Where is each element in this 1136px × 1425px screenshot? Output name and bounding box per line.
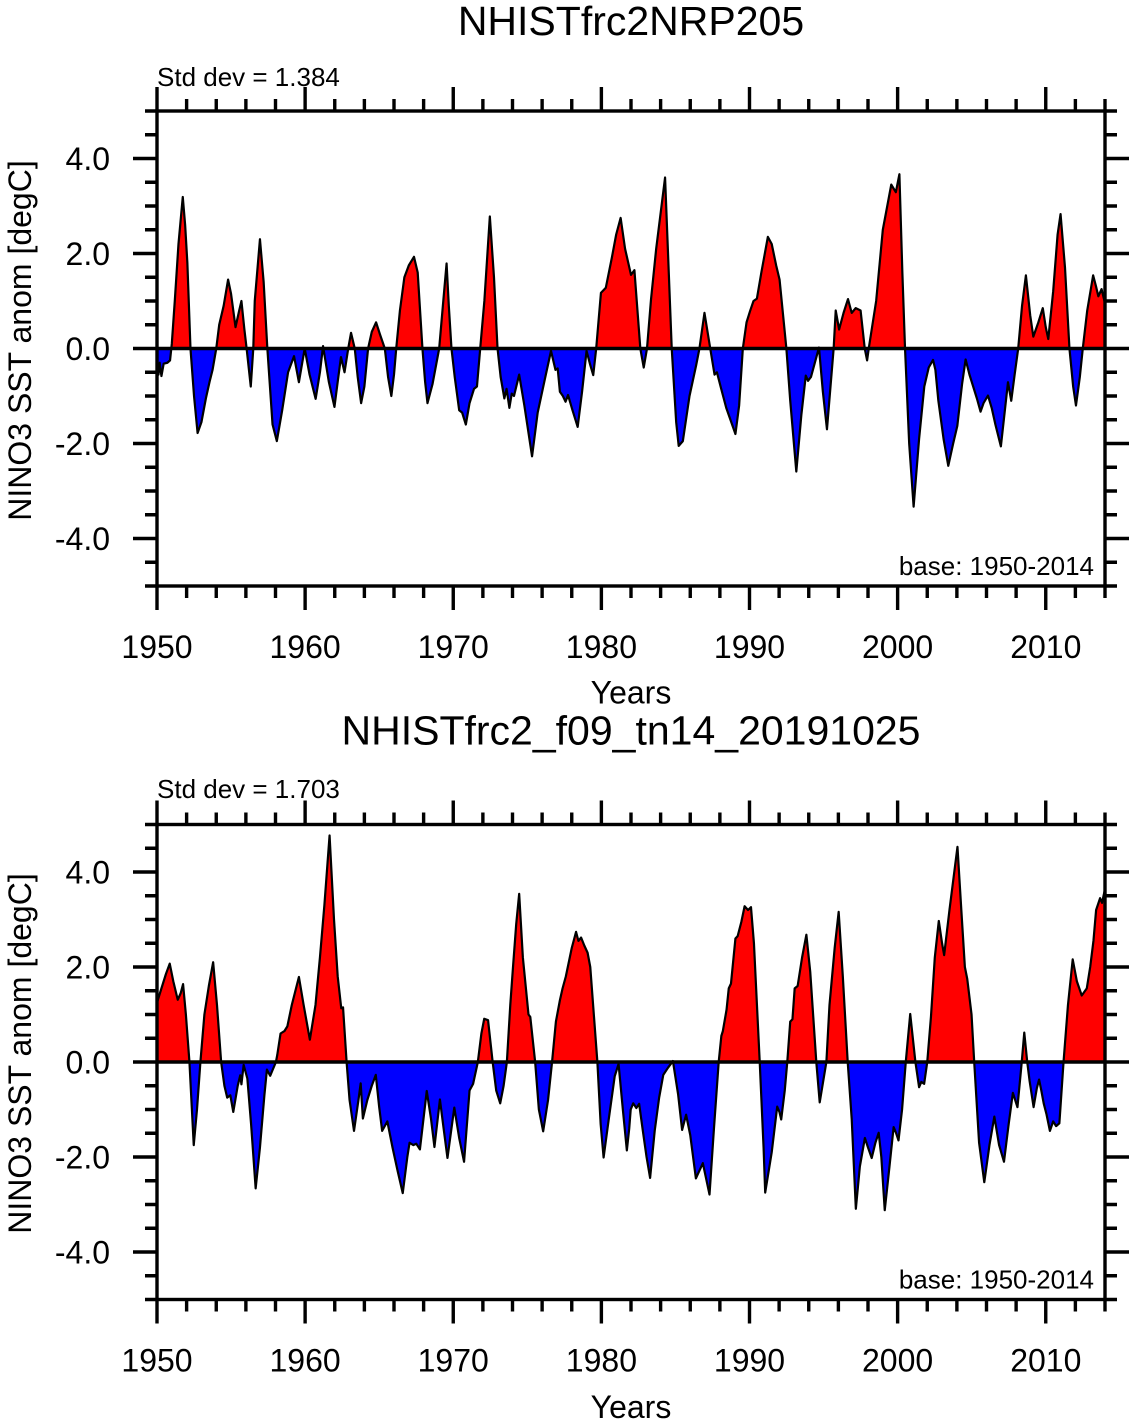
svg-text:-2.0: -2.0 (55, 1140, 110, 1176)
svg-text:4.0: 4.0 (66, 141, 110, 177)
svg-text:1970: 1970 (418, 629, 489, 665)
svg-text:2010: 2010 (1010, 1343, 1081, 1379)
svg-text:1950: 1950 (121, 1343, 192, 1379)
svg-text:Std dev = 1.703: Std dev = 1.703 (157, 774, 340, 804)
svg-text:2.0: 2.0 (66, 236, 110, 272)
svg-text:1960: 1960 (270, 1343, 341, 1379)
svg-text:4.0: 4.0 (66, 855, 110, 891)
svg-text:NINO3 SST anom [degC]: NINO3 SST anom [degC] (2, 873, 38, 1233)
svg-text:-4.0: -4.0 (55, 521, 110, 557)
svg-text:NHISTfrc2NRP205: NHISTfrc2NRP205 (458, 0, 804, 44)
svg-text:Years: Years (591, 1389, 672, 1425)
svg-text:0.0: 0.0 (66, 1045, 110, 1081)
svg-text:base: 1950-2014: base: 1950-2014 (899, 1265, 1094, 1295)
svg-text:base: 1950-2014: base: 1950-2014 (899, 551, 1094, 581)
svg-text:2000: 2000 (862, 629, 933, 665)
svg-text:2.0: 2.0 (66, 950, 110, 986)
svg-text:-4.0: -4.0 (55, 1235, 110, 1271)
svg-text:2000: 2000 (862, 1343, 933, 1379)
svg-text:NINO3 SST anom [degC]: NINO3 SST anom [degC] (2, 160, 38, 520)
svg-text:-2.0: -2.0 (55, 426, 110, 462)
svg-text:1960: 1960 (270, 629, 341, 665)
svg-text:2010: 2010 (1010, 629, 1081, 665)
svg-text:1980: 1980 (566, 629, 637, 665)
svg-text:Std dev = 1.384: Std dev = 1.384 (157, 62, 340, 92)
svg-text:Years: Years (591, 675, 672, 711)
svg-text:0.0: 0.0 (66, 331, 110, 367)
svg-text:1990: 1990 (714, 1343, 785, 1379)
svg-text:1950: 1950 (121, 629, 192, 665)
svg-text:1990: 1990 (714, 629, 785, 665)
svg-text:NHISTfrc2_f09_tn14_20191025: NHISTfrc2_f09_tn14_20191025 (342, 708, 921, 754)
svg-text:1970: 1970 (418, 1343, 489, 1379)
svg-text:1980: 1980 (566, 1343, 637, 1379)
